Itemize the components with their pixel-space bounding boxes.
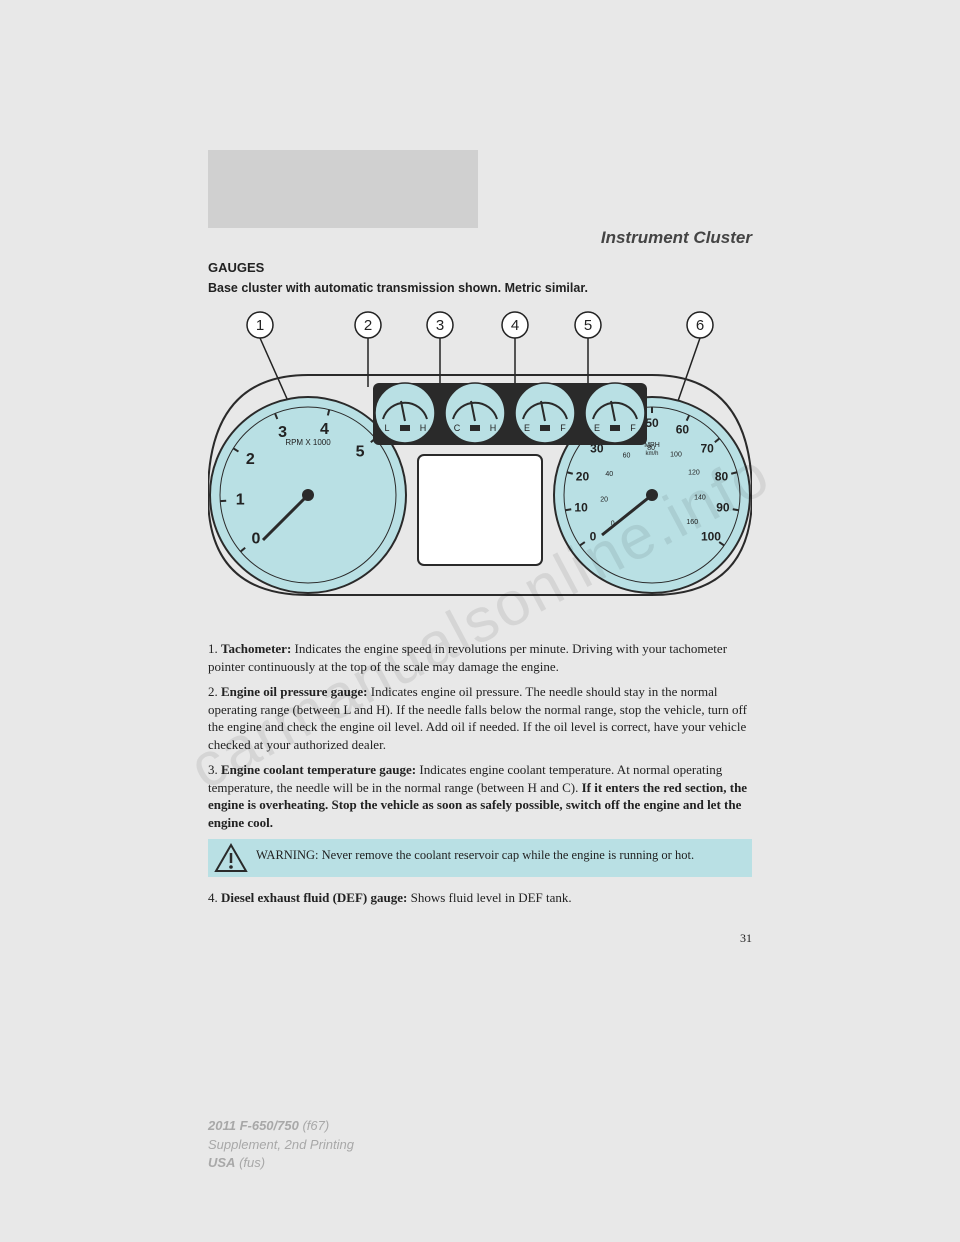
svg-text:4: 4 [320,421,329,438]
svg-text:20: 20 [576,469,590,483]
svg-text:70: 70 [700,442,714,456]
svg-text:4: 4 [511,317,519,334]
svg-text:1: 1 [256,317,264,334]
svg-text:E: E [524,423,530,433]
svg-text:0: 0 [251,531,260,548]
svg-text:10: 10 [574,501,588,515]
footer: 2011 F-650/750 (f67) Supplement, 2nd Pri… [208,1117,354,1172]
svg-text:6: 6 [696,317,704,334]
gauges-subheading: Base cluster with automatic transmission… [208,281,752,295]
svg-text:E: E [594,423,600,433]
page-content: Instrument Cluster GAUGES Base cluster w… [208,228,752,946]
paragraph-3: 3. Engine coolant temperature gauge: Ind… [208,761,752,831]
svg-text:1: 1 [236,492,245,509]
svg-text:100: 100 [670,451,682,458]
svg-text:40: 40 [605,471,613,478]
svg-text:120: 120 [688,470,700,477]
warning-text: WARNING: Never remove the coolant reserv… [256,847,742,863]
svg-text:H: H [490,423,497,433]
speedo-mph-label: MPH [644,442,660,449]
paragraph-2: 2. Engine oil pressure gauge: Indicates … [208,683,752,753]
svg-text:140: 140 [694,495,706,502]
svg-text:5: 5 [356,443,365,460]
svg-text:C: C [454,423,461,433]
svg-text:3: 3 [436,317,444,334]
svg-text:100: 100 [701,529,721,543]
speedo-kmh-label: km/h [645,451,658,457]
page-number: 31 [208,931,752,946]
paragraph-1: 1. Tachometer: Indicates the engine spee… [208,640,752,675]
svg-text:160: 160 [686,519,698,526]
svg-text:H: H [420,423,427,433]
section-header: Instrument Cluster [208,228,752,248]
svg-text:80: 80 [715,469,729,483]
svg-text:20: 20 [600,496,608,503]
tach-unit-label: RPM X 1000 [285,438,331,447]
svg-text:5: 5 [584,317,592,334]
svg-text:L: L [384,423,389,433]
svg-text:50: 50 [645,416,659,430]
svg-text:90: 90 [716,501,730,515]
paragraph-4: 4. Diesel exhaust fluid (DEF) gauge: Sho… [208,889,752,907]
warning-icon [214,843,248,873]
header-gray-block [208,150,478,228]
center-display [418,455,542,565]
svg-text:2: 2 [364,317,372,334]
svg-text:2: 2 [246,451,255,468]
svg-text:F: F [630,423,636,433]
svg-text:60: 60 [623,452,631,459]
instrument-cluster-diagram: 123456 012345 RPM X 1000 010203040506070… [208,305,752,615]
svg-text:0: 0 [590,529,597,543]
svg-text:60: 60 [676,423,690,437]
svg-text:F: F [560,423,566,433]
warning-box: WARNING: Never remove the coolant reserv… [208,839,752,877]
gauges-heading: GAUGES [208,260,752,275]
